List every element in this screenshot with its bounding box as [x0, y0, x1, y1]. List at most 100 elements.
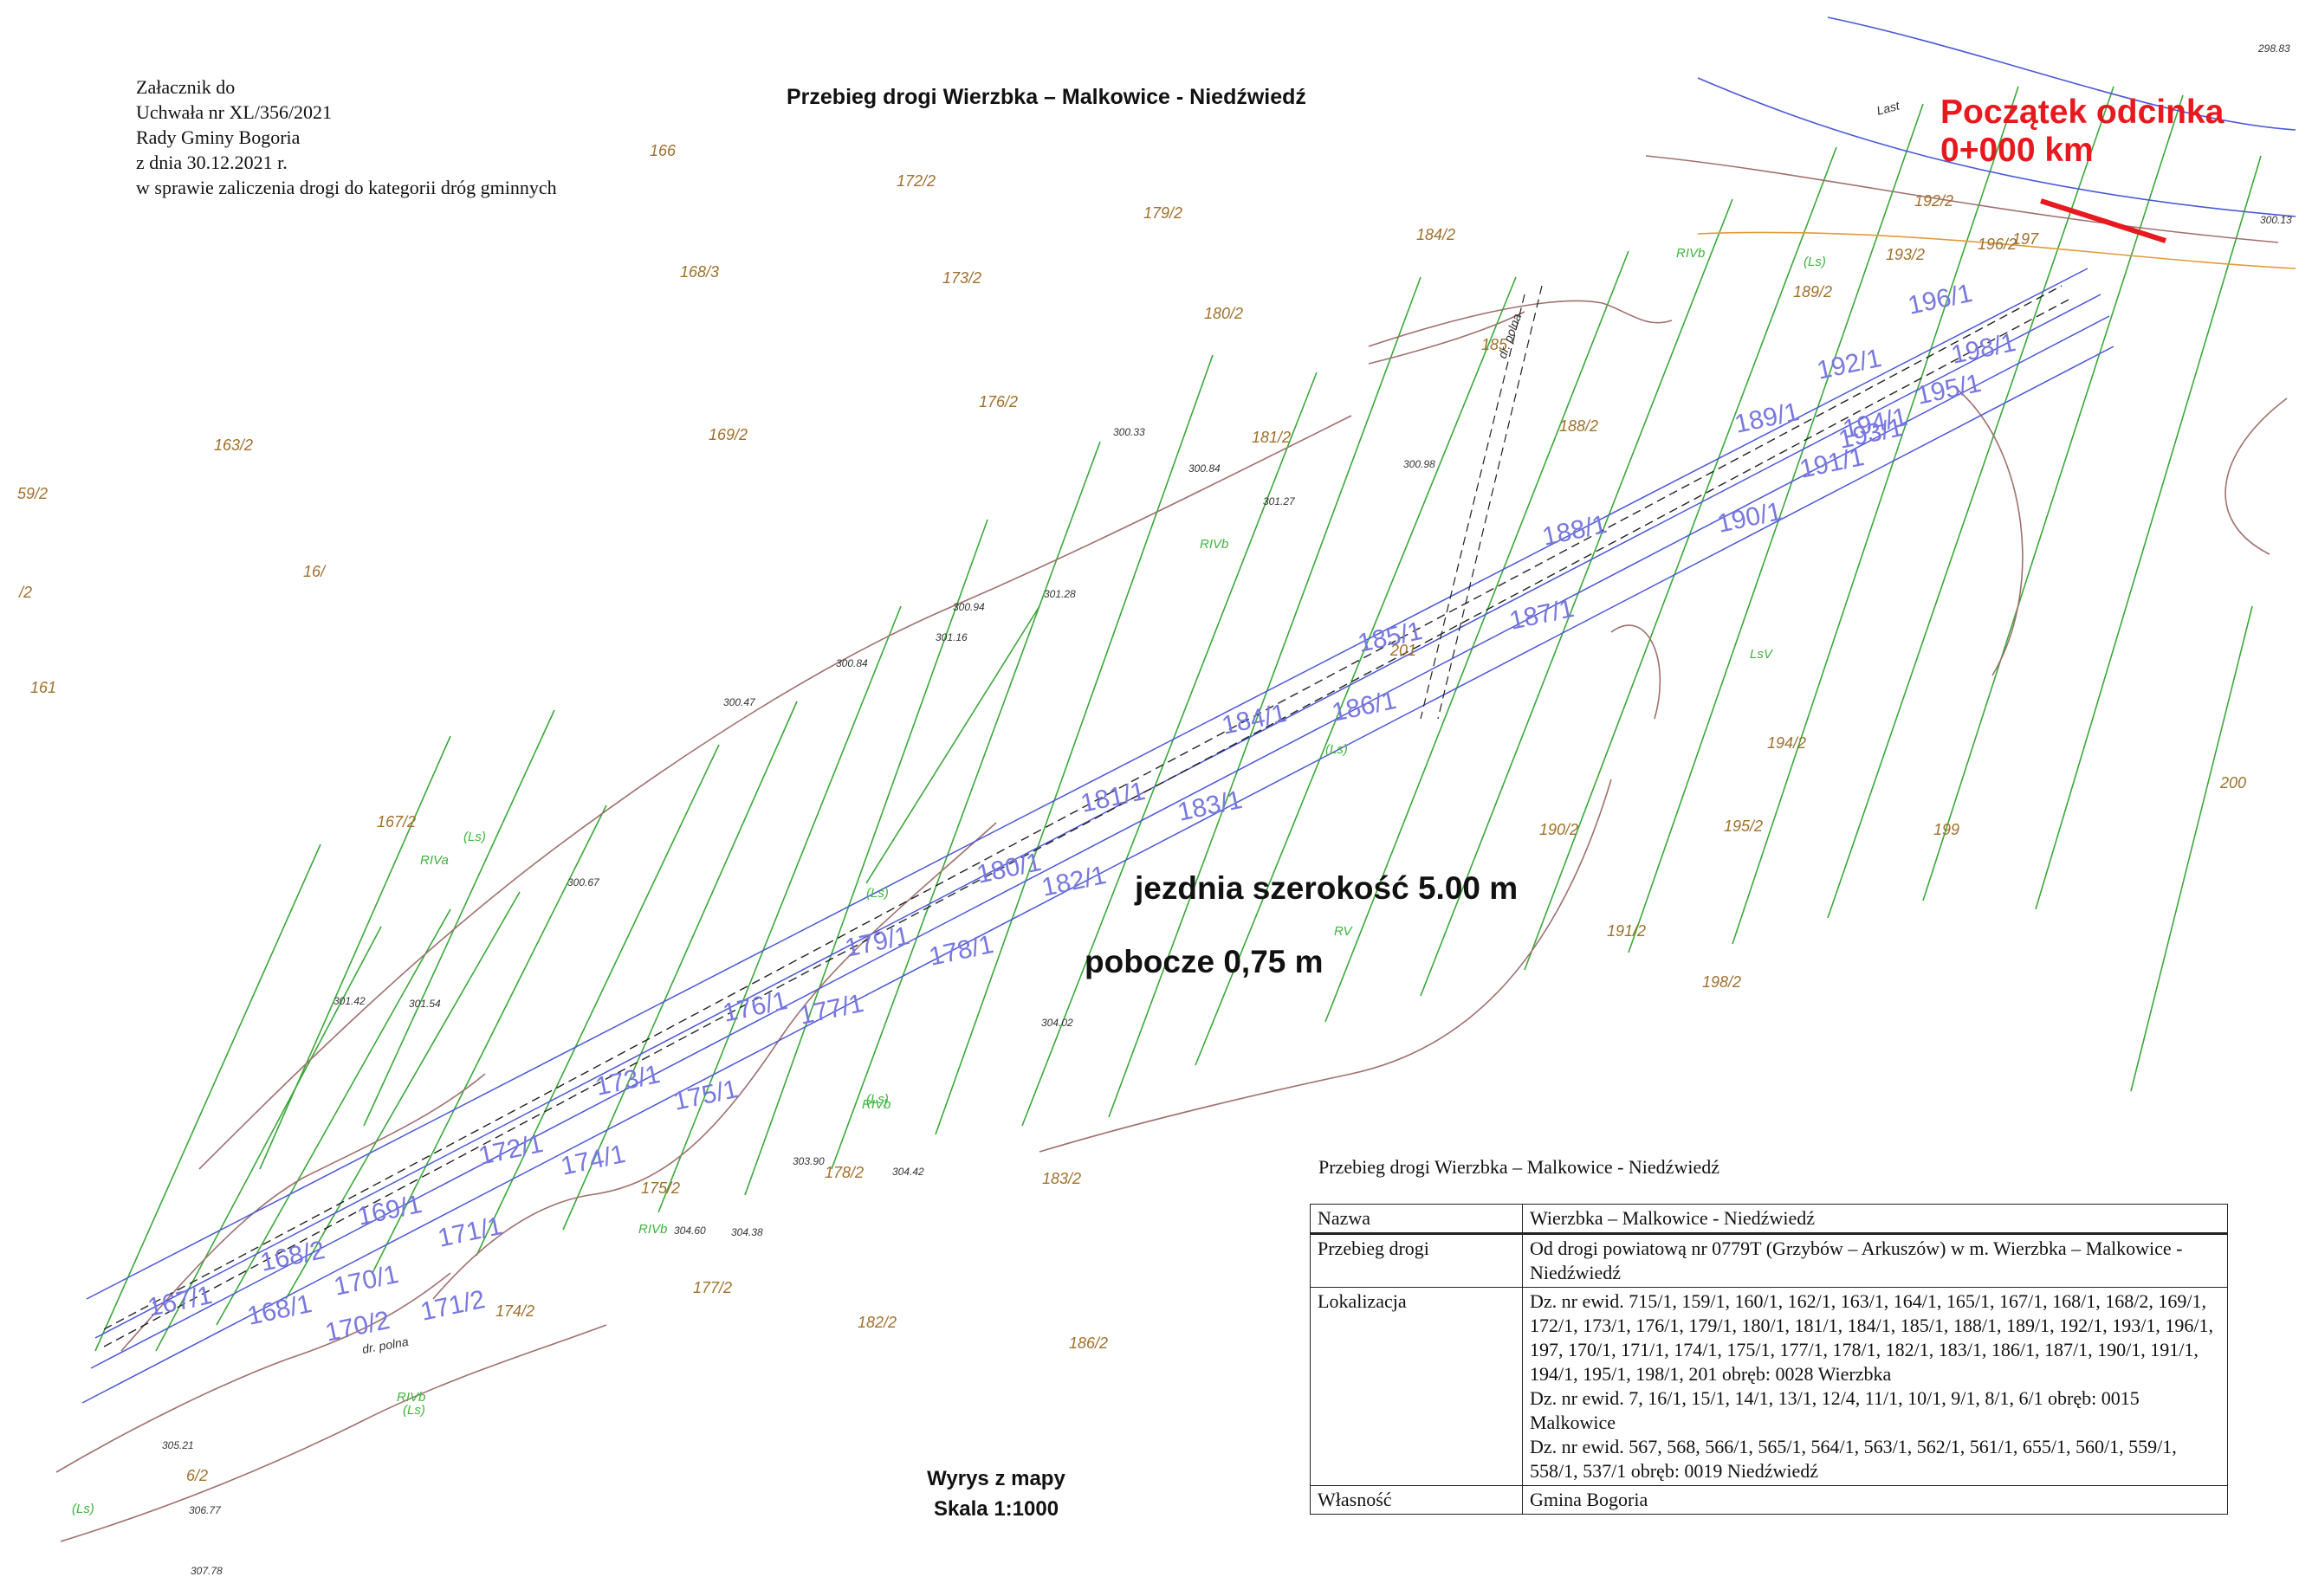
land-class-label: (Ls)	[1804, 255, 1826, 269]
road-parcel-label: 167/1	[146, 1281, 215, 1322]
parcel-number-label: 199	[1933, 821, 1959, 838]
land-class-label: (Ls)	[866, 1092, 889, 1107]
road-parcel-label: 172/1	[476, 1129, 546, 1171]
elevation-label: 298.83	[2257, 42, 2290, 55]
attachment-line: Uchwała nr XL/356/2021	[136, 100, 557, 125]
contour-line	[199, 416, 1351, 1169]
attachment-line: z dnia 30.12.2021 r.	[136, 150, 557, 175]
land-class-label: RIVa	[420, 853, 449, 868]
parcel-boundary-lines	[95, 87, 2261, 1351]
road-parcel-label: 175/1	[671, 1075, 741, 1116]
land-class-label: (Ls)	[866, 886, 889, 901]
elevation-label: 304.60	[674, 1224, 706, 1237]
value-cell: Dz. nr ewid. 715/1, 159/1, 160/1, 162/1,…	[1523, 1288, 2228, 1486]
land-class-label: (Ls)	[1325, 742, 1348, 757]
elevation-label: 301.27	[1263, 495, 1296, 507]
road-parcel-label: 179/1	[843, 921, 912, 963]
value-cell: Wierzbka – Malkowice - Niedźwiedź	[1523, 1205, 2228, 1234]
parcel-number-label: 178/2	[825, 1164, 864, 1181]
road-parcel-label: 168/1	[245, 1289, 314, 1331]
elevation-label: 304.02	[1041, 1017, 1073, 1029]
land-class-label: RV	[1334, 924, 1354, 939]
contour-line	[433, 823, 996, 1299]
attachment-note: Załacznik do Uchwała nr XL/356/2021 Rady…	[136, 74, 557, 200]
elevation-label: 306.77	[189, 1504, 222, 1516]
road-parcel-label: 171/2	[418, 1285, 488, 1327]
map-title: Przebieg drogi Wierzbka – Malkowice - Ni…	[787, 85, 1306, 110]
road-parcel-label: 195/1	[1914, 369, 1984, 410]
parcel-number-label: 189/2	[1793, 283, 1832, 300]
parcel-number-label: 174/2	[495, 1302, 534, 1320]
parcel-number-label: 175/2	[641, 1179, 680, 1197]
elevation-label: 305.21	[162, 1439, 194, 1451]
road-name-label: Last	[1875, 98, 1902, 118]
land-class-label: (Ls)	[72, 1502, 94, 1516]
land-class-label: RIVb	[638, 1222, 667, 1237]
parcel-number-label: 179/2	[1143, 204, 1182, 222]
parcel-boundary-line	[832, 442, 1100, 1169]
elevation-label: 300.98	[1403, 458, 1435, 470]
parcel-number-label: 191/2	[1607, 922, 1646, 940]
key-cell: Przebieg drogi	[1311, 1234, 1523, 1288]
shoulder-width-note: pobocze 0,75 m	[1085, 944, 1324, 980]
contour-line	[61, 1325, 606, 1541]
land-class-label: (Ls)	[463, 830, 486, 844]
road-parcel-label: 171/1	[436, 1212, 505, 1253]
road-parcel-label: 176/1	[721, 986, 790, 1028]
parcel-number-label: 163/2	[214, 436, 253, 454]
elevation-label: 304.38	[731, 1226, 763, 1238]
parcel-number-label: 173/2	[942, 269, 981, 287]
info-table-title: Przebieg drogi Wierzbka – Malkowice - Ni…	[1318, 1156, 1719, 1179]
elevation-label: 300.13	[2260, 214, 2292, 226]
parcel-boundary-line	[658, 606, 901, 1212]
elevation-label: 307.78	[191, 1565, 223, 1577]
parcel-number-label: 59/2	[17, 485, 48, 502]
road-parcel-label: 196/1	[1906, 279, 1975, 320]
parcel-number-label: 168/3	[680, 263, 719, 281]
elevation-label: 300.47	[723, 696, 756, 708]
start-marker-label: Początek odcinka 0+000 km	[1940, 94, 2224, 170]
elevation-label: 304.42	[892, 1166, 924, 1178]
road-parcel-label: 180/1	[975, 848, 1044, 889]
attachment-line: Załacznik do	[136, 74, 557, 100]
parcel-boundary-line	[1629, 104, 1923, 953]
parcel-number-label: 169/2	[709, 426, 748, 443]
parcel-number-label: 197	[2012, 230, 2039, 248]
parcel-number-label: 194/2	[1767, 734, 1806, 752]
parcel-number-label: 195/2	[1724, 817, 1763, 835]
parcel-number-label: 192/2	[1914, 192, 1953, 210]
elevation-label: 300.84	[1188, 462, 1221, 475]
elevation-label: 300.94	[953, 601, 985, 613]
table-row: Przebieg drogi Od drogi powiatową nr 077…	[1311, 1234, 2228, 1288]
road-parcel-label: 173/1	[593, 1060, 663, 1102]
elevation-label: 301.54	[409, 998, 441, 1010]
table-row: Własność Gmina Bogoria	[1311, 1486, 2228, 1515]
start-marker-line2: 0+000 km	[1940, 132, 2224, 170]
land-class-label: RIVb	[397, 1390, 425, 1405]
parcel-boundary-line	[2036, 156, 2261, 909]
parcel-number-label: 184/2	[1416, 226, 1455, 243]
contour-line	[1611, 625, 1660, 719]
parcel-number-label: 190/2	[1539, 821, 1578, 838]
table-row: Nazwa Wierzbka – Malkowice - Niedźwiedź	[1311, 1205, 2228, 1234]
parcel-boundary-line	[260, 736, 450, 1169]
land-class-label: LsV	[1750, 647, 1774, 662]
value-cell: Od drogi powiatową nr 0779T (Grzybów – A…	[1523, 1234, 2228, 1288]
road-parcel-label: 189/1	[1732, 397, 1802, 439]
elevation-label: 301.28	[1044, 588, 1076, 600]
location-line: Dz. nr ewid. 567, 568, 566/1, 565/1, 564…	[1530, 1435, 2220, 1483]
parcel-number-label: 183/2	[1042, 1170, 1081, 1187]
parcel-number-label: 16/	[303, 563, 327, 580]
table-row: Lokalizacja Dz. nr ewid. 715/1, 159/1, 1…	[1311, 1288, 2228, 1486]
road-parcel-label: 188/1	[1540, 510, 1609, 552]
road-parcel-label: 178/1	[927, 930, 996, 972]
key-cell: Lokalizacja	[1311, 1288, 1523, 1486]
map-extract-note: Wyrys z mapy Skala 1:1000	[901, 1464, 1091, 1524]
parcel-number-label: 177/2	[693, 1279, 732, 1296]
parcel-number-label: /2	[17, 584, 32, 601]
parcel-number-label: 200	[2219, 774, 2246, 792]
key-cell: Nazwa	[1311, 1205, 1523, 1234]
road-info-table: Nazwa Wierzbka – Malkowice - Niedźwiedź …	[1310, 1204, 2228, 1515]
location-line: Dz. nr ewid. 715/1, 159/1, 160/1, 162/1,…	[1530, 1289, 2220, 1386]
parcel-boundary-line	[1022, 372, 1317, 1126]
